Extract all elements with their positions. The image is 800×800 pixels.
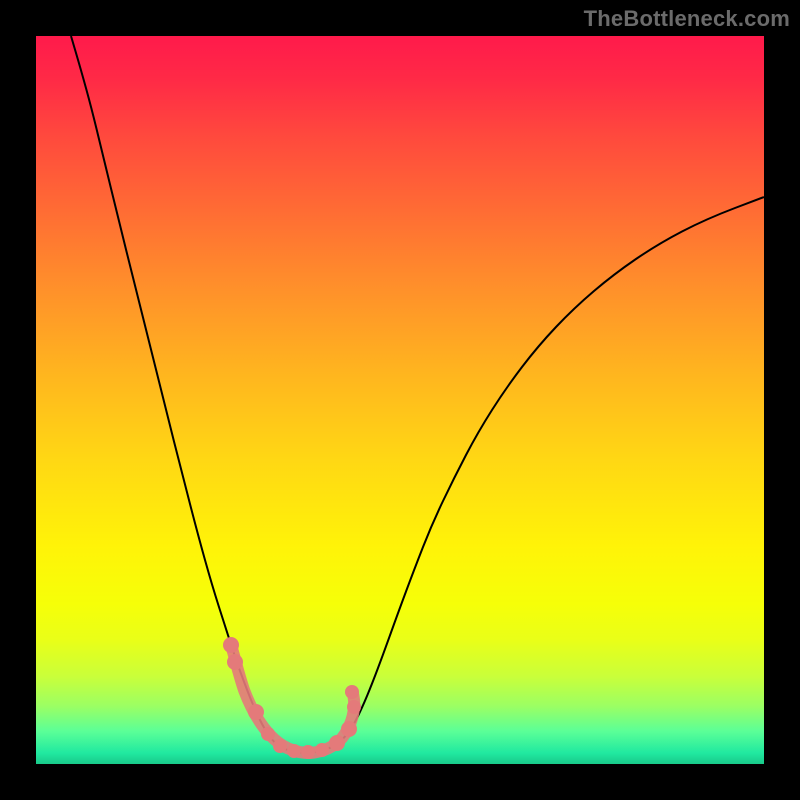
knot-dot bbox=[347, 700, 361, 714]
knot-dot bbox=[341, 721, 357, 737]
knot-dot bbox=[223, 637, 239, 653]
knot-dot bbox=[301, 745, 315, 759]
knot-dot bbox=[248, 704, 264, 720]
plot-area bbox=[36, 36, 764, 764]
knot-dot bbox=[287, 744, 301, 758]
bottleneck-curve bbox=[71, 36, 764, 753]
watermark-text: TheBottleneck.com bbox=[584, 6, 790, 32]
knot-dot bbox=[345, 685, 359, 699]
knot-dot bbox=[273, 739, 287, 753]
knot-dot bbox=[329, 735, 345, 751]
knot-dot bbox=[315, 743, 329, 757]
knot-dot bbox=[261, 727, 275, 741]
canvas: TheBottleneck.com bbox=[0, 0, 800, 800]
chart-svg bbox=[36, 36, 764, 764]
knot-dot bbox=[227, 654, 243, 670]
